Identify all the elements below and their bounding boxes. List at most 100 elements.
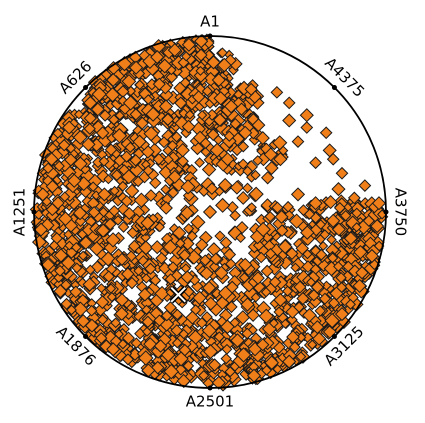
data-point xyxy=(70,241,82,253)
data-point xyxy=(141,315,155,329)
data-point xyxy=(57,138,71,152)
data-point xyxy=(242,182,254,194)
data-point xyxy=(339,209,352,222)
data-point xyxy=(220,152,235,167)
data-point xyxy=(198,370,210,382)
data-point xyxy=(174,96,188,110)
data-point xyxy=(125,85,137,97)
data-point xyxy=(209,252,223,266)
data-point xyxy=(105,283,117,294)
data-point xyxy=(207,358,222,372)
data-point xyxy=(273,292,288,308)
data-point xyxy=(258,308,274,324)
data-point xyxy=(248,361,260,373)
data-point xyxy=(141,326,153,337)
center-x-highlight xyxy=(170,287,187,303)
data-point xyxy=(213,134,224,146)
data-point xyxy=(122,206,136,221)
data-point xyxy=(233,89,244,100)
data-point xyxy=(95,126,110,140)
data-point xyxy=(104,87,121,103)
data-point xyxy=(229,317,241,329)
data-point xyxy=(170,131,183,143)
data-point xyxy=(334,307,350,322)
data-point xyxy=(171,337,183,349)
data-point xyxy=(171,308,184,321)
data-point xyxy=(180,270,195,285)
data-point xyxy=(184,109,195,120)
data-point xyxy=(309,156,322,170)
data-point xyxy=(145,106,161,122)
data-point xyxy=(315,219,326,230)
data-point xyxy=(211,72,226,88)
data-point xyxy=(78,235,94,251)
data-point xyxy=(191,90,206,104)
data-point xyxy=(150,240,165,255)
data-point xyxy=(167,43,182,58)
data-point xyxy=(285,247,299,261)
anchor-marker xyxy=(83,333,89,339)
data-point xyxy=(165,71,178,84)
data-point xyxy=(162,239,179,255)
data-point xyxy=(158,261,172,275)
data-point xyxy=(96,283,107,294)
data-point xyxy=(205,182,219,196)
data-point xyxy=(358,179,372,192)
data-point xyxy=(216,57,232,73)
data-point xyxy=(81,137,96,152)
data-point xyxy=(191,121,206,137)
data-point xyxy=(194,48,208,62)
data-point xyxy=(326,152,340,166)
data-point xyxy=(182,189,196,202)
data-point xyxy=(275,224,289,238)
data-point xyxy=(312,331,327,346)
data-point xyxy=(250,169,261,181)
data-point xyxy=(129,108,143,121)
data-point xyxy=(153,314,166,327)
data-point xyxy=(132,175,144,188)
data-point xyxy=(234,102,249,116)
data-point xyxy=(282,96,296,110)
data-point xyxy=(64,153,78,167)
data-point xyxy=(35,187,50,202)
data-point xyxy=(306,277,317,288)
data-point xyxy=(133,265,144,277)
data-point xyxy=(185,310,200,325)
data-point xyxy=(87,181,99,193)
data-point xyxy=(237,140,250,153)
data-point xyxy=(186,249,202,265)
anchor-label-a1251: A1251 xyxy=(11,188,29,236)
anchor-label-a2501: A2501 xyxy=(186,393,234,411)
data-point xyxy=(199,266,214,281)
data-point xyxy=(225,300,238,314)
data-point xyxy=(138,350,154,366)
data-point xyxy=(152,99,166,113)
data-point xyxy=(224,99,239,114)
data-point xyxy=(98,109,112,122)
data-point xyxy=(255,221,271,238)
data-point xyxy=(273,152,288,167)
data-point xyxy=(97,187,112,202)
data-point xyxy=(326,234,337,245)
data-point xyxy=(71,262,83,274)
data-point xyxy=(315,248,328,261)
data-point xyxy=(178,248,192,262)
anchor-label-a1: A1 xyxy=(200,13,220,31)
anchor-markers xyxy=(31,33,389,391)
data-point xyxy=(307,289,321,302)
data-point xyxy=(149,274,162,287)
data-point xyxy=(217,47,228,59)
data-point xyxy=(95,223,111,238)
data-point xyxy=(163,154,174,165)
data-point xyxy=(288,341,301,354)
data-point xyxy=(83,122,96,135)
data-point xyxy=(114,110,125,121)
data-point xyxy=(41,257,56,272)
data-point xyxy=(86,298,97,309)
data-point xyxy=(60,297,73,310)
data-point xyxy=(192,290,207,306)
data-point xyxy=(58,211,73,227)
data-point xyxy=(238,257,253,272)
data-point xyxy=(44,152,59,167)
